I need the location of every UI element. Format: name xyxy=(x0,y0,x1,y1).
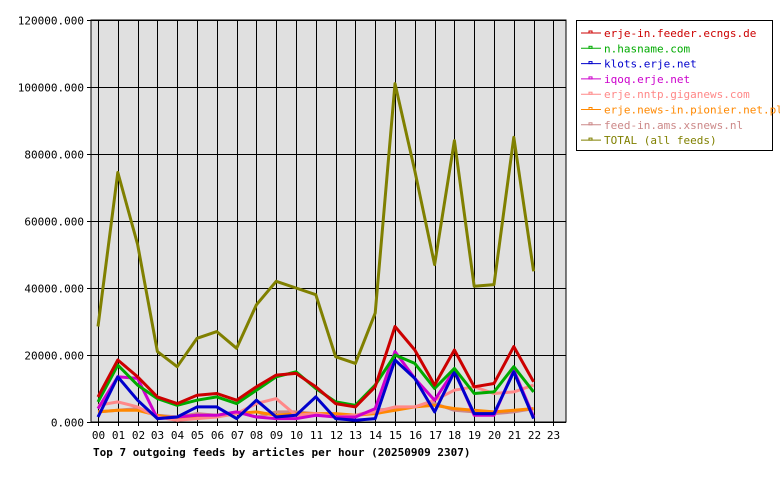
y-axis: 0.000 20000.000 40000.000 60000.000 80000.00… xyxy=(18,15,91,430)
legend-label: klots.erje.net xyxy=(604,58,697,71)
x-tick-label: 18 xyxy=(448,429,461,442)
x-tick-label: 00 xyxy=(92,429,105,442)
x-tick-label: 14 xyxy=(369,429,383,442)
x-tick-label: 08 xyxy=(250,429,263,442)
x-tick-label: 03 xyxy=(151,429,164,442)
series-line-erje-in-feeder-ecngs-de xyxy=(96,325,535,409)
series-line-klots-erje-net xyxy=(96,358,535,422)
x-tick-label: 13 xyxy=(349,429,362,442)
y-tick-label: 100000.000 xyxy=(18,82,84,95)
chart-title: Top 7 outgoing feeds by articles per hou… xyxy=(93,446,471,459)
x-tick-label: 19 xyxy=(468,429,481,442)
x-tick-label: 23 xyxy=(547,429,560,442)
x-tick-label: 17 xyxy=(429,429,442,442)
legend-label: TOTAL (all feeds) xyxy=(604,134,717,147)
legend-item: feed-in.ams.xsnews.nl xyxy=(581,119,743,132)
legend-item: erje.nntp.giganews.com xyxy=(581,88,750,101)
x-tick-label: 16 xyxy=(409,429,422,442)
x-tick-label: 01 xyxy=(112,429,125,442)
x-tick-label: 22 xyxy=(528,429,541,442)
x-tick-label: 10 xyxy=(290,429,303,442)
x-tick-label: 05 xyxy=(191,429,204,442)
x-tick-label: 12 xyxy=(330,429,343,442)
legend: erje-in.feeder.ecngs.de n.hasname.com klot… xyxy=(576,20,780,151)
x-tick-label: 21 xyxy=(508,429,521,442)
x-tick-label: 02 xyxy=(132,429,145,442)
x-tick-label: 04 xyxy=(171,429,185,442)
y-tick-label: 80000.000 xyxy=(24,149,84,162)
legend-item: erje.news-in.pionier.net.pl xyxy=(581,104,780,117)
x-tick-label: 15 xyxy=(389,429,402,442)
legend-item: TOTAL (all feeds) xyxy=(581,134,717,147)
y-tick-label: 20000.000 xyxy=(24,350,84,363)
series-lines xyxy=(96,82,536,422)
legend-item: iqoq.erje.net xyxy=(581,73,690,86)
x-tick-label: 20 xyxy=(488,429,501,442)
legend-label: erje.news-in.pionier.net.pl xyxy=(604,104,780,117)
y-tick-label: 40000.000 xyxy=(24,283,84,296)
x-tick-label: 09 xyxy=(270,429,283,442)
x-tick-label: 07 xyxy=(231,429,244,442)
legend-item: n.hasname.com xyxy=(581,42,690,55)
y-tick-label: 0.000 xyxy=(51,417,84,430)
x-tick-label: 11 xyxy=(310,429,323,442)
x-axis: 00 01 02 03 04 05 06 07 08 09 10 11 12 13 14 15 16 17 18 19… xyxy=(92,422,560,442)
legend-item: klots.erje.net xyxy=(581,58,697,71)
y-tick-label: 120000.000 xyxy=(18,15,84,28)
series-line-total-all-feeds- xyxy=(96,82,536,369)
legend-item: erje-in.feeder.ecngs.de xyxy=(581,27,756,40)
legend-label: iqoq.erje.net xyxy=(604,73,690,86)
legend-label: feed-in.ams.xsnews.nl xyxy=(604,119,743,132)
x-tick-label: 06 xyxy=(211,429,224,442)
legend-label: erje.nntp.giganews.com xyxy=(604,88,750,101)
legend-box xyxy=(576,20,773,151)
y-tick-label: 60000.000 xyxy=(24,216,84,229)
legend-label: n.hasname.com xyxy=(604,42,690,55)
legend-label: erje-in.feeder.ecngs.de xyxy=(604,27,756,40)
